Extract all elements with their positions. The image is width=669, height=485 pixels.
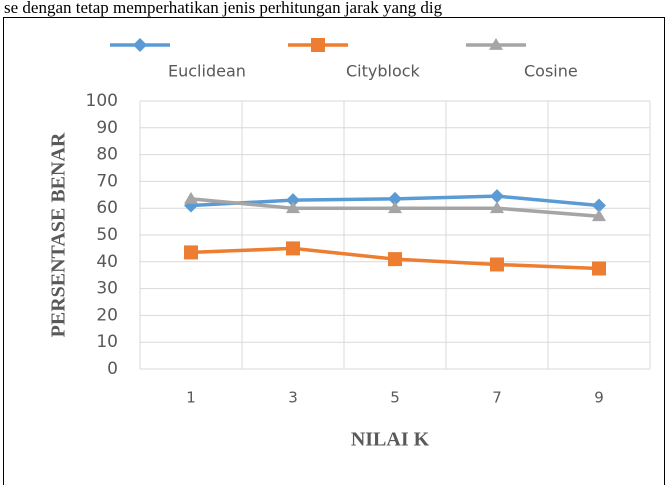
data-point — [592, 261, 606, 276]
data-point — [490, 201, 504, 214]
data-point — [388, 252, 402, 267]
x-tick-label: 3 — [288, 389, 298, 407]
y-tick-label: 80 — [96, 145, 118, 165]
x-axis-title: NILAI K — [351, 429, 430, 451]
x-tick-label: 1 — [186, 389, 196, 407]
y-tick-label: 10 — [96, 332, 118, 352]
chart-border — [3, 17, 665, 485]
y-tick-label: 60 — [96, 198, 118, 218]
data-point — [592, 198, 606, 213]
legend-label: Euclidean — [168, 62, 246, 81]
legend-marker — [489, 38, 503, 50]
legend-marker — [133, 38, 147, 52]
y-tick-label: 100 — [86, 91, 118, 111]
data-point — [286, 201, 300, 214]
data-point — [592, 209, 606, 222]
data-point — [388, 191, 402, 206]
y-tick-label: 50 — [96, 225, 118, 245]
data-point — [490, 189, 504, 204]
data-point — [388, 201, 402, 214]
y-tick-label: 40 — [96, 252, 118, 272]
caption: se dengan tetap memperhatikan jenis perh… — [4, 0, 443, 17]
legend-label: Cityblock — [346, 62, 421, 81]
y-tick-label: 90 — [96, 118, 118, 138]
data-point — [490, 257, 504, 272]
legend-label: Cosine — [524, 62, 578, 81]
x-tick-label: 5 — [390, 389, 400, 407]
y-tick-label: 70 — [96, 171, 118, 191]
y-tick-label: 30 — [96, 279, 118, 299]
data-point — [286, 241, 300, 256]
x-tick-label: 7 — [492, 389, 502, 407]
x-tick-label: 9 — [594, 389, 604, 407]
y-axis-title: PERSENTASE BENAR — [48, 132, 70, 337]
data-point — [286, 193, 300, 208]
y-tick-label: 0 — [107, 359, 118, 379]
legend-marker — [311, 38, 325, 52]
y-tick-label: 20 — [96, 305, 118, 325]
data-point — [184, 191, 198, 204]
data-point — [184, 245, 198, 260]
